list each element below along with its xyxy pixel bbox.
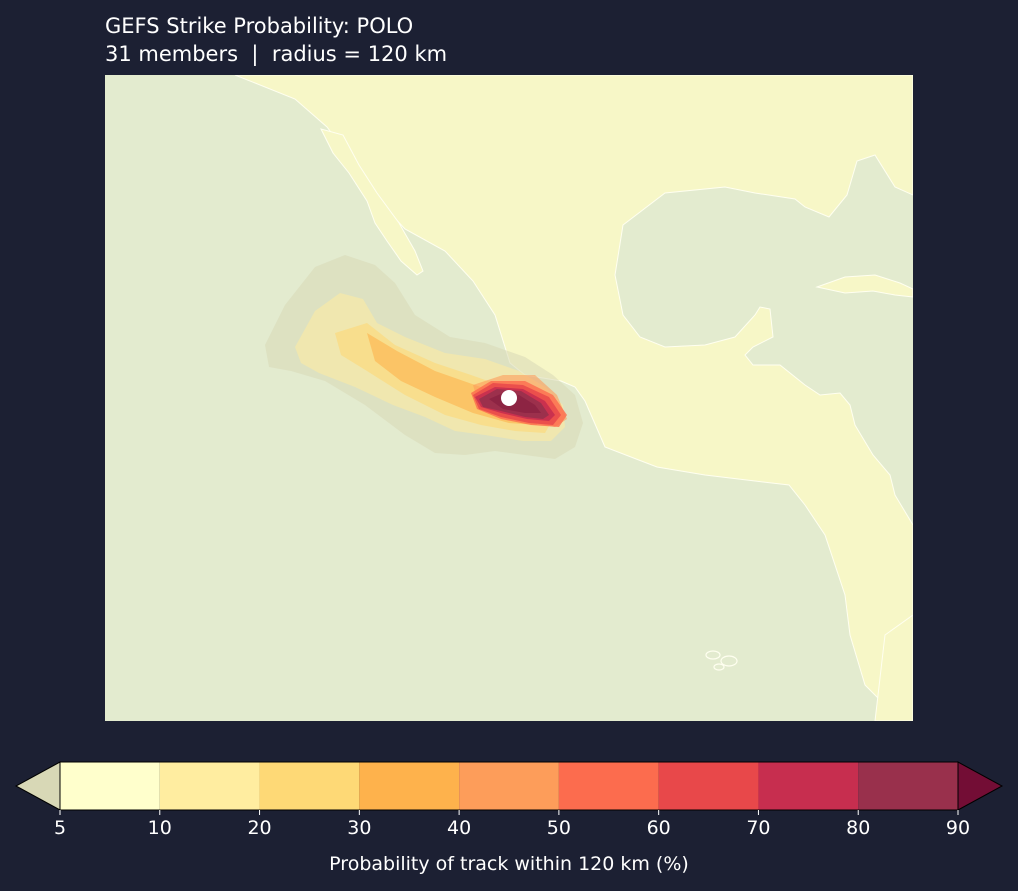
colorbar-tick-label: 10 xyxy=(148,817,172,839)
colorbar-tick-label: 40 xyxy=(447,817,471,839)
storm-position-marker xyxy=(501,390,517,406)
colorbar-tick-label: 80 xyxy=(846,817,870,839)
colorbar-tick-label: 60 xyxy=(647,817,671,839)
map-subtitle: 31 members | radius = 120 km xyxy=(105,42,448,66)
colorbar-bin xyxy=(259,762,360,810)
cuba-land xyxy=(815,274,913,298)
colorbar-tick-label: 90 xyxy=(946,817,970,839)
colorbar-tick-label: 50 xyxy=(547,817,571,839)
colorbar-over-arrow xyxy=(957,761,1004,811)
colorbar-bin xyxy=(658,762,759,810)
probability-contours xyxy=(265,255,583,459)
colorbar-tick-label: 70 xyxy=(746,817,770,839)
colorbar-bin xyxy=(359,762,460,810)
colorbar-ticks: 5 10 20 30 40 50 60 70 80 90 xyxy=(54,810,970,839)
galapagos-islands xyxy=(705,650,738,671)
colorbar: 5 10 20 30 40 50 60 70 80 90 Probability of track… xyxy=(14,761,1004,875)
colorbar-label: Probability of track within 120 km (%) xyxy=(329,853,689,875)
map-title: GEFS Strike Probability: POLO xyxy=(105,14,414,38)
title-block: GEFS Strike Probability: POLO 31 members… xyxy=(105,12,447,68)
colorbar-tick-label: 5 xyxy=(54,817,66,839)
colorbar-bin xyxy=(758,762,859,810)
colorbar-tick-label: 20 xyxy=(247,817,271,839)
colorbar-bins xyxy=(14,761,1004,811)
land xyxy=(234,75,913,721)
colorbar-bin xyxy=(159,762,260,810)
colorbar-under-arrow xyxy=(14,761,61,811)
colorbar-bin xyxy=(459,762,559,810)
colorbar-bin xyxy=(858,762,958,810)
colorbar-bin xyxy=(60,762,160,810)
colorbar-tick-label: 30 xyxy=(347,817,371,839)
colorbar-bin xyxy=(558,762,659,810)
colorbar-frame xyxy=(59,761,959,811)
baja-california-land xyxy=(320,128,424,276)
south-america-land xyxy=(874,614,913,721)
map-area xyxy=(105,75,913,721)
